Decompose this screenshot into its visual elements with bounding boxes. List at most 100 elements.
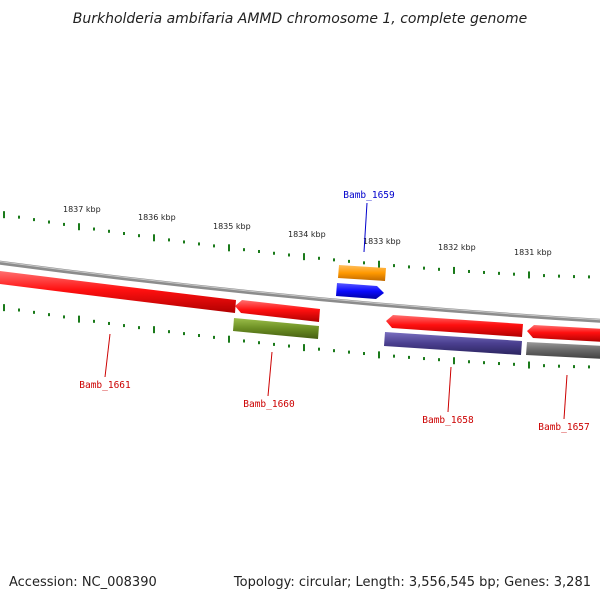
inner-tick (483, 361, 485, 365)
inner-tick (48, 313, 50, 317)
outer-tick (438, 267, 440, 271)
outer-tick (183, 240, 185, 244)
outer-tick (93, 227, 95, 231)
feature-slate[interactable] (384, 332, 522, 355)
outer-tick (573, 275, 575, 279)
inner-tick (138, 326, 140, 330)
inner-tick (273, 342, 275, 346)
chromosome-backbone-highlight (0, 261, 600, 321)
outer-tick (408, 265, 410, 269)
inner-tick (543, 364, 545, 368)
leader-bamb-1661 (104, 333, 111, 378)
inner-tick (363, 352, 365, 356)
inner-tick (93, 319, 95, 323)
inner-tick (153, 326, 155, 334)
inner-tick (183, 332, 185, 336)
outer-tick (453, 266, 455, 274)
outer-tick (273, 251, 275, 255)
feature-orange[interactable] (338, 265, 386, 281)
inner-tick (258, 341, 260, 345)
inner-tick (378, 351, 380, 359)
inner-tick (123, 324, 125, 328)
gene-label-bamb-1660[interactable]: Bamb_1660 (243, 399, 295, 410)
inner-tick (78, 315, 80, 323)
outer-tick (543, 274, 545, 278)
inner-tick (288, 344, 290, 348)
inner-tick (513, 362, 515, 366)
outer-tick (168, 238, 170, 242)
outer-tick (333, 258, 335, 262)
inner-tick-marks (3, 304, 590, 369)
chromosome-backbone (0, 260, 600, 323)
outer-tick-marks (3, 211, 590, 279)
map-title: Burkholderia ambifaria AMMD chromosome 1… (73, 11, 527, 27)
topology-summary: Topology: circular; Length: 3,556,545 bp… (233, 575, 591, 590)
gene-bamb-1660-arrow[interactable] (235, 300, 320, 322)
gene-bamb-1657-arrow[interactable] (527, 325, 600, 342)
inner-tick (333, 349, 335, 353)
outer-tick (513, 272, 515, 276)
gene-bamb-1658-arrow[interactable] (386, 315, 523, 337)
inner-tick (168, 330, 170, 334)
inner-tick (393, 354, 395, 358)
leader-bamb-1658 (447, 366, 452, 413)
leader-bamb-1659 (363, 202, 368, 253)
outer-tick (48, 220, 50, 224)
outer-tick (363, 261, 365, 265)
outer-tick (228, 244, 230, 252)
gene-label-bamb-1661[interactable]: Bamb_1661 (79, 380, 131, 391)
inner-tick (18, 308, 20, 312)
outer-tick (33, 218, 35, 222)
gene-label-bamb-1658[interactable]: Bamb_1658 (422, 415, 474, 426)
kbp-label-1832: 1832 kbp (438, 243, 476, 252)
feature-gray[interactable] (526, 342, 600, 359)
inner-tick (213, 335, 215, 339)
kbp-label-1833: 1833 kbp (363, 237, 401, 246)
outer-tick (303, 253, 305, 261)
outer-tick (528, 271, 530, 279)
outer-tick (348, 259, 350, 263)
inner-tick (198, 334, 200, 338)
inner-tick (453, 357, 455, 365)
inner-tick (348, 350, 350, 354)
leader-bamb-1660 (267, 351, 273, 397)
outer-tick (108, 229, 110, 233)
inner-tick (498, 362, 500, 366)
outer-tick (213, 244, 215, 248)
inner-tick (573, 365, 575, 369)
outer-tick (258, 249, 260, 253)
inner-tick (33, 310, 35, 314)
inner-tick (408, 355, 410, 359)
gene-bamb-1661-arrow[interactable] (0, 271, 236, 313)
inner-tick (528, 361, 530, 369)
inner-tick (108, 321, 110, 325)
inner-tick (318, 347, 320, 351)
feature-olive[interactable] (233, 318, 319, 339)
gene-label-bamb-1659[interactable]: Bamb_1659 (343, 190, 395, 201)
outer-tick (243, 248, 245, 252)
inner-tick (3, 304, 5, 312)
leader-lines (104, 202, 568, 420)
accession-text: Accession: NC_008390 (9, 575, 157, 590)
kbp-label-1837: 1837 kbp (63, 205, 101, 214)
kbp-labels: 1837 kbp 1836 kbp 1835 kbp 1834 kbp 1833… (63, 205, 552, 257)
outer-tick (18, 215, 20, 219)
kbp-label-1834: 1834 kbp (288, 230, 326, 239)
outer-tick (468, 269, 470, 273)
gene-bamb-1659-arrow[interactable] (336, 283, 384, 299)
outer-tick (3, 211, 5, 219)
inner-tick (468, 360, 470, 364)
outer-tick (378, 260, 380, 268)
gene-label-bamb-1657[interactable]: Bamb_1657 (538, 422, 589, 433)
outer-tick (558, 274, 560, 278)
outer-tick (393, 264, 395, 268)
inner-tick (558, 364, 560, 368)
inner-tick (243, 339, 245, 343)
outer-tick (498, 271, 500, 275)
kbp-label-1835: 1835 kbp (213, 222, 251, 231)
inner-tick (63, 315, 65, 319)
inner-tick (588, 365, 590, 369)
inner-tick (423, 357, 425, 361)
leader-bamb-1657 (563, 374, 568, 420)
